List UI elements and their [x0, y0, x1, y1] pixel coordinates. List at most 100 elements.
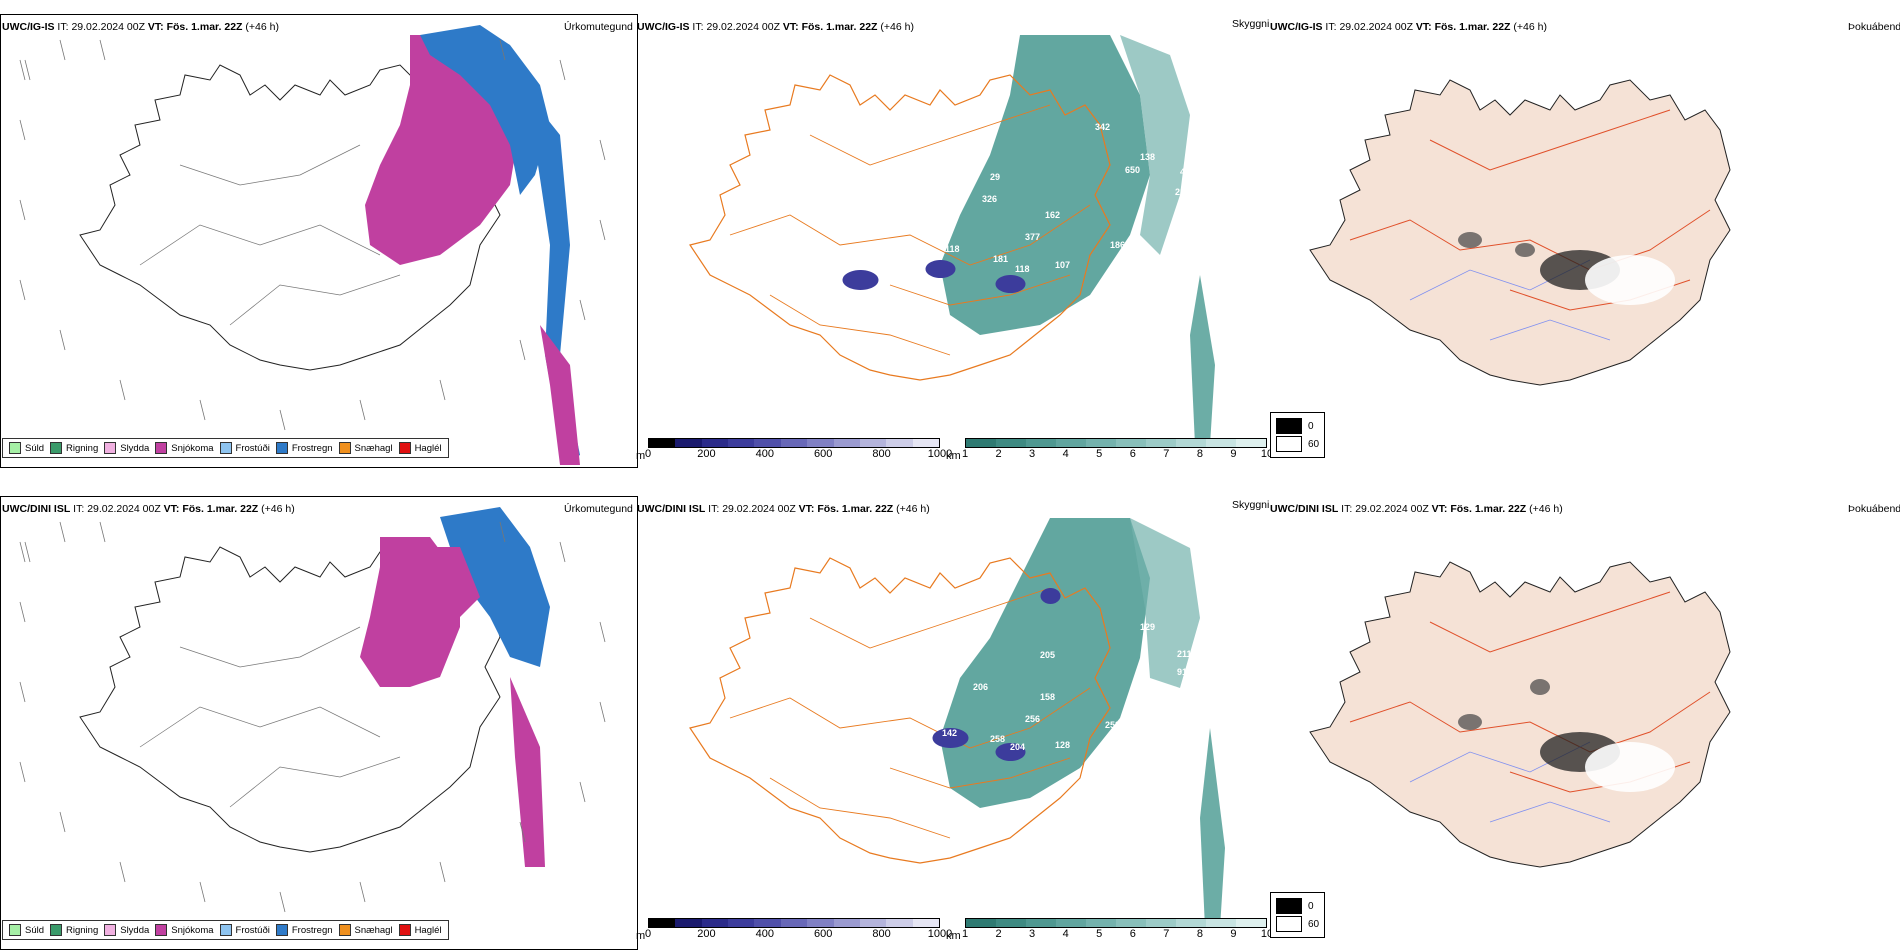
- precip-legend-item: Rigning: [50, 442, 98, 454]
- vis-unit: km: [946, 450, 961, 462]
- legend-label: Slydda: [120, 924, 150, 936]
- colorbar-cell: [1176, 919, 1206, 927]
- fog-label: 60: [1308, 918, 1320, 930]
- ceiling-colorbar-row2: 0 200 400 600 800 1000 m: [636, 918, 952, 942]
- precip-legend-item: Frostregn: [275, 442, 333, 454]
- colorbar-cell: [1116, 919, 1146, 927]
- colorbar-cell: [996, 439, 1026, 447]
- cloud-label: 211: [1177, 649, 1192, 659]
- colorbar-tick: 1: [961, 448, 969, 460]
- legend-label: Snjókoma: [171, 924, 214, 936]
- colorbar-cell: [833, 439, 860, 447]
- fog-label: 0: [1308, 900, 1314, 912]
- colorbar-cell: [1116, 439, 1146, 447]
- colorbar-cell: [728, 919, 755, 927]
- vis-colorbar-row1: 1 2 3 4 5 6 7 8 9 10 km: [946, 438, 1273, 462]
- cloud-label: 47: [1180, 167, 1190, 177]
- precip-legend-item: Haglél: [398, 924, 442, 936]
- cloud-label: 15: [898, 722, 908, 732]
- legend-label: Frostúði: [235, 442, 270, 454]
- colorbar-tick: 5: [1096, 448, 1103, 460]
- cloud-label: 158: [1040, 692, 1055, 702]
- colorbar-cell: [966, 919, 996, 927]
- cloud-label: 159: [1115, 262, 1130, 272]
- vis-unit: km: [946, 930, 961, 942]
- colorbar-tick: 9: [1230, 928, 1237, 940]
- colorbar-tick: 600: [814, 448, 833, 460]
- colorbar-cell: [859, 439, 887, 447]
- colorbar-cell: [1086, 919, 1116, 927]
- colorbar-tick: 4: [1062, 448, 1069, 460]
- colorbar-cell: [807, 919, 834, 927]
- legend-swatch: [219, 442, 232, 454]
- fog-label: 60: [1308, 438, 1320, 450]
- colorbar-tick: 9: [1230, 448, 1237, 460]
- cloud-label: 130: [872, 744, 887, 754]
- cloud-label: 162: [1045, 210, 1060, 220]
- colorbar-cell: [754, 919, 781, 927]
- vt-value: Fös. 1.mar. 22Z: [166, 21, 243, 33]
- fog-legend-item: 0: [1276, 898, 1319, 914]
- colorbar-cell: [912, 919, 939, 927]
- ceiling-bar: [648, 438, 940, 448]
- legend-swatch: [275, 442, 288, 454]
- colorbar-tick: 1000: [927, 928, 953, 940]
- cloud-label: 113: [895, 242, 910, 252]
- precip-legend-item: Snæhagl: [338, 924, 393, 936]
- precip-legend-item: Snjókoma: [155, 442, 214, 454]
- row2-header-precip: UWC/DINI ISL IT: 29.02.2024 00Z VT: Fös.…: [2, 503, 295, 515]
- colorbar-cell: [728, 439, 755, 447]
- colorbar-tick: 0: [644, 448, 652, 460]
- cloud-label: 342: [1095, 122, 1110, 132]
- vt-label: VT:: [147, 21, 164, 33]
- vis-colorbar-row2: 1 2 3 4 5 6 7 8 9 10 km: [946, 918, 1273, 942]
- cloud-label: 129: [1140, 622, 1155, 632]
- precip-legend-item: Súld: [9, 442, 44, 454]
- colorbar-cell: [1206, 439, 1236, 447]
- legend-label: Frostregn: [291, 442, 333, 454]
- ceiling-colorbar-row1: 0 200 400 600 800 1000 m: [636, 438, 952, 462]
- colorbar-cell: [780, 919, 808, 927]
- colorbar-tick: 2: [995, 448, 1002, 460]
- legend-label: Frostregn: [291, 924, 333, 936]
- panel-title-cloud-2: Skyggni: [1232, 499, 1270, 511]
- colorbar-cell: [780, 439, 808, 447]
- colorbar-cell: [912, 439, 939, 447]
- cloud-label: 29: [990, 172, 1000, 182]
- colorbar-tick: 600: [814, 928, 833, 940]
- precip-legend-item: Rigning: [50, 924, 98, 936]
- cloud-label: 107: [1055, 260, 1070, 270]
- legend-label: Snæhagl: [354, 924, 393, 936]
- colorbar-cell: [1026, 439, 1056, 447]
- precip-legend-item: Slydda: [104, 924, 149, 936]
- cloud-label: 258: [1105, 720, 1120, 730]
- legend-swatch: [9, 442, 21, 454]
- legend-label: Frostúði: [235, 924, 270, 936]
- colorbar-cell: [1176, 439, 1206, 447]
- panel-title-precip-2: Úrkomutegund: [564, 503, 633, 515]
- legend-swatch: [104, 924, 117, 936]
- legend-label: Haglél: [414, 924, 442, 936]
- legend-swatch: [155, 924, 168, 936]
- legend-swatch: [219, 924, 232, 936]
- precip-panel-row1: [0, 14, 638, 468]
- colorbar-tick: 400: [755, 928, 774, 940]
- cloud-label: 256: [1025, 714, 1040, 724]
- precip-legend-item: Snæhagl: [338, 442, 393, 454]
- cloud-label: 73: [875, 262, 885, 272]
- legend-swatch: [50, 442, 63, 454]
- colorbar-tick: 6: [1129, 928, 1136, 940]
- cloud-label: 204: [1010, 742, 1025, 752]
- precip-legend-item: Slydda: [104, 442, 149, 454]
- cloud-label: 205: [1040, 650, 1055, 660]
- precip-legend-item: Frostregn: [275, 924, 333, 936]
- precip-legend-row2: Súld Rigning Slydda Snjókoma Frostúði Frostre…: [2, 920, 449, 940]
- legend-label: Haglél: [414, 442, 442, 454]
- cloud-map-row1: [689, 35, 1215, 445]
- colorbar-tick: 7: [1163, 448, 1170, 460]
- legend-swatch: [9, 924, 21, 936]
- cloud-label: 186: [1110, 240, 1125, 250]
- precip-legend-item: Frostúði: [219, 924, 270, 936]
- colorbar-tick: 800: [872, 928, 891, 940]
- colorbar-cell: [649, 919, 676, 927]
